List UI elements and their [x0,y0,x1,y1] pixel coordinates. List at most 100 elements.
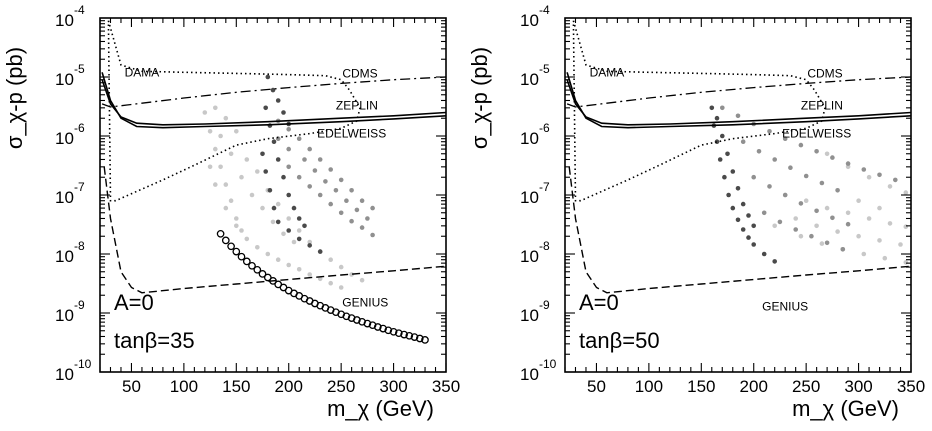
data-point-light [275,257,281,263]
dama-region [572,20,826,202]
data-point-dark [740,227,746,232]
data-point-light [819,241,825,246]
data-point-medium [767,129,772,134]
data-point-medium [286,146,292,152]
data-point-light [223,115,229,121]
data-point-light [286,216,292,221]
data-point-medium [824,240,830,246]
data-point-light [213,182,218,187]
data-point-dark [722,174,727,180]
data-point-dark [735,186,741,191]
data-point-circle [237,252,246,261]
cdms-curve [101,76,447,108]
data-point-light [207,164,213,170]
data-point-medium [349,188,354,193]
y-tick-exp: -6 [539,121,550,135]
data-point-medium [296,136,302,141]
curve-label: DAMA [125,65,160,79]
curve-label: GENIUS [342,296,388,310]
y-tick-label: 10-4 [520,3,550,30]
data-point-medium [840,247,846,252]
zeplin-curve [101,79,447,126]
data-point-medium [767,184,772,189]
data-point-circle [368,321,377,330]
data-point-dark [263,169,269,174]
data-point-circle [258,270,267,278]
data-point-medium [338,210,344,216]
y-axis-label: σ_χ-p (pb) [467,47,492,149]
data-point-medium [344,198,349,203]
data-point-light [296,267,302,272]
y-tick-exp: -4 [539,3,550,17]
data-point-dark [709,105,715,111]
data-point-medium [793,227,798,232]
data-point-light [845,210,851,216]
curve-label: GENIUS [762,299,808,313]
y-tick-exp: -9 [74,298,85,312]
panel-label-a: A=0 [114,290,154,315]
data-point-medium [307,184,313,189]
data-point-light [803,198,809,203]
data-point-light [845,164,851,170]
data-point-light [824,205,830,211]
data-point-circle [394,329,403,338]
data-point-circle [400,330,408,339]
edelweiss-curve [566,72,912,129]
data-point-light [270,219,276,225]
y-tick-label: 10-6 [520,121,550,148]
data-point-light [814,223,819,229]
data-point-medium [302,157,307,162]
y-tick-label: 10-9 [520,298,550,325]
data-point-light [887,184,893,189]
data-point-light [249,192,255,198]
data-point-dark [317,249,323,254]
data-point-light [877,238,882,243]
data-point-medium [328,201,334,207]
data-point-light [213,146,218,152]
data-point-medium [338,177,344,183]
y-tick-exp: -7 [74,180,85,194]
x-tick-label: 50 [587,377,606,396]
data-point-dark [717,157,723,162]
panel-label-a: A=0 [579,290,619,315]
data-point-medium [286,127,292,132]
data-point-dark [271,205,277,211]
data-point-light [239,228,244,233]
cdms-curve [566,76,912,108]
x-axis-label: m_χ (GeV) [327,396,434,421]
data-point-light [275,201,281,207]
data-point-medium [359,225,365,230]
data-point-medium [312,168,318,173]
data-point-dark [260,151,265,157]
data-point-dark [286,192,292,198]
x-tick-label: 100 [635,377,663,396]
data-point-medium [761,210,767,216]
data-point-light [856,233,861,239]
data-point-medium [307,146,313,152]
data-point-medium [830,215,835,221]
data-point-light [265,251,271,257]
x-tick-label: 250 [327,377,355,396]
data-point-medium [317,157,323,162]
data-point-light [328,257,334,263]
curve-label: CDMS [807,66,842,80]
data-point-light [213,105,218,111]
y-tick-base: 10 [520,365,539,384]
x-tick-label: 250 [792,377,820,396]
data-point-medium [370,205,375,211]
data-point-light [866,174,872,180]
data-point-medium [370,232,375,238]
y-tick-base: 10 [520,247,539,266]
data-point-light [903,260,909,265]
panel-label-b: tanβ=35 [114,328,195,353]
edelweiss-curve [101,72,447,129]
data-point-light [260,205,265,211]
x-tick-label: 150 [222,377,250,396]
y-tick-exp: -5 [539,62,550,76]
data-point-dark [281,110,286,115]
data-point-dark [714,115,720,121]
data-point-circle [379,324,387,333]
data-point-dark [302,223,307,229]
data-point-light [254,169,260,174]
data-point-medium [772,157,777,162]
